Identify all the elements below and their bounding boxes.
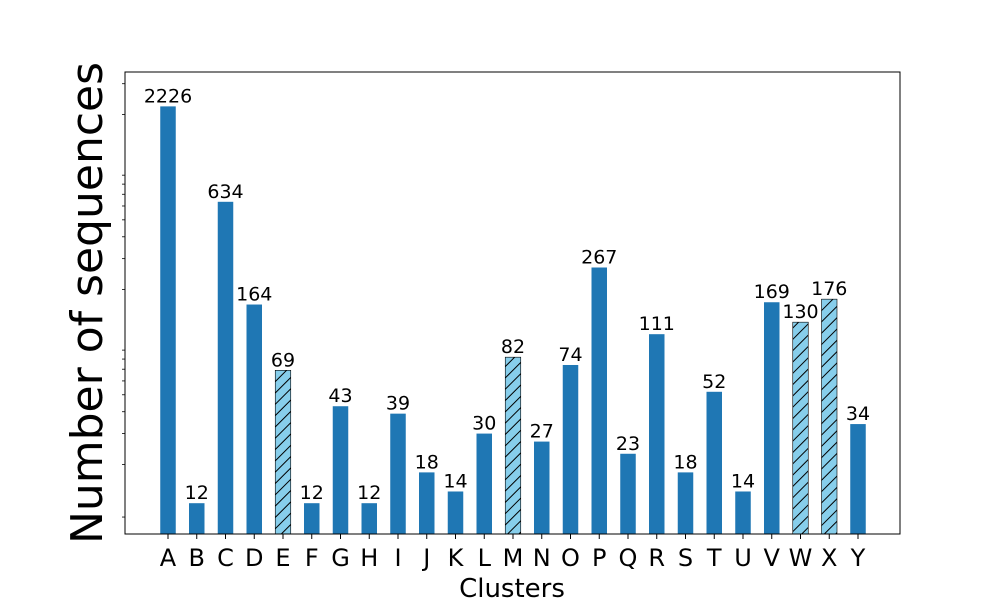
bar-T: [706, 391, 722, 534]
x-tick-label-F: F: [305, 544, 319, 572]
value-label-I: 39: [386, 393, 410, 415]
x-tick-label-V: V: [764, 544, 781, 572]
value-label-N: 27: [530, 421, 554, 443]
x-tick-label-U: U: [734, 544, 752, 572]
bar-P: [591, 267, 607, 534]
x-tick-label-M: M: [503, 544, 524, 572]
bar-M: [504, 356, 522, 535]
bar-L: [476, 433, 492, 534]
bar-R: [649, 334, 665, 534]
value-label-F: 12: [300, 482, 324, 504]
bar-Y: [850, 424, 866, 534]
x-tick-label-K: K: [448, 544, 465, 572]
value-label-O: 74: [558, 344, 582, 366]
x-tick-label-L: L: [478, 544, 492, 572]
x-tick-label-H: H: [360, 544, 378, 572]
x-tick-label-O: O: [561, 544, 580, 572]
value-label-A: 2226: [144, 85, 192, 107]
value-label-B: 12: [185, 482, 209, 504]
value-label-M: 82: [501, 336, 525, 358]
value-label-S: 18: [673, 451, 697, 473]
x-tick-label-Q: Q: [619, 544, 638, 572]
x-tick-label-P: P: [592, 544, 606, 572]
x-tick-label-B: B: [189, 544, 205, 572]
x-tick-label-J: J: [421, 544, 430, 572]
x-tick-label-I: I: [394, 544, 401, 572]
value-label-C: 634: [207, 181, 243, 203]
x-tick-label-E: E: [275, 544, 290, 572]
value-label-U: 14: [731, 470, 755, 492]
plot-frame: [124, 71, 901, 535]
bar-K: [447, 491, 464, 534]
value-label-K: 14: [443, 470, 467, 492]
bar-N: [534, 441, 550, 534]
bar-X: [821, 298, 838, 535]
bar-D: [246, 304, 262, 534]
bar-Q: [620, 453, 636, 534]
value-label-P: 267: [581, 247, 617, 269]
value-label-J: 18: [415, 451, 439, 473]
bar-I: [390, 413, 406, 534]
x-tick-label-R: R: [648, 544, 665, 572]
bar-J: [419, 472, 435, 534]
bars-layer: [160, 106, 866, 535]
value-label-Y: 34: [846, 403, 870, 425]
bar-G: [332, 406, 349, 534]
x-axis-label: Clusters: [459, 574, 565, 600]
x-tick-label-X: X: [821, 544, 837, 572]
value-label-L: 30: [472, 413, 496, 435]
value-label-E: 69: [271, 349, 295, 371]
value-label-G: 43: [328, 385, 352, 407]
bar-A: [160, 106, 176, 534]
value-label-X: 176: [811, 278, 847, 300]
x-tick-label-N: N: [533, 544, 551, 572]
value-label-T: 52: [702, 371, 726, 393]
value-labels-layer: 2226126341646912431239181430822774267231…: [144, 85, 870, 504]
value-label-W: 130: [782, 301, 818, 323]
value-label-H: 12: [357, 482, 381, 504]
bar-B: [189, 503, 205, 534]
x-tick-label-A: A: [160, 544, 177, 572]
value-label-R: 111: [639, 313, 675, 335]
bar-V: [764, 302, 780, 534]
x-tick-label-D: D: [245, 544, 263, 572]
bar-H: [361, 503, 377, 534]
x-tick-label-C: C: [217, 544, 234, 572]
bar-C: [217, 201, 234, 534]
x-tick-label-T: T: [706, 544, 722, 572]
bar-U: [735, 491, 751, 534]
bar-W: [792, 321, 809, 535]
bar-E: [274, 370, 292, 535]
value-label-Q: 23: [616, 433, 640, 455]
value-label-D: 164: [236, 284, 272, 306]
x-tick-label-W: W: [789, 544, 813, 572]
x-tick-label-G: G: [331, 544, 350, 572]
x-tick-label-Y: Y: [850, 544, 866, 572]
value-label-V: 169: [754, 281, 790, 303]
bar-S: [677, 472, 694, 534]
bar-O: [562, 364, 579, 534]
bar-F: [304, 503, 320, 534]
y-axis-label: Number of sequences: [62, 62, 113, 544]
x-tick-label-S: S: [678, 544, 693, 572]
